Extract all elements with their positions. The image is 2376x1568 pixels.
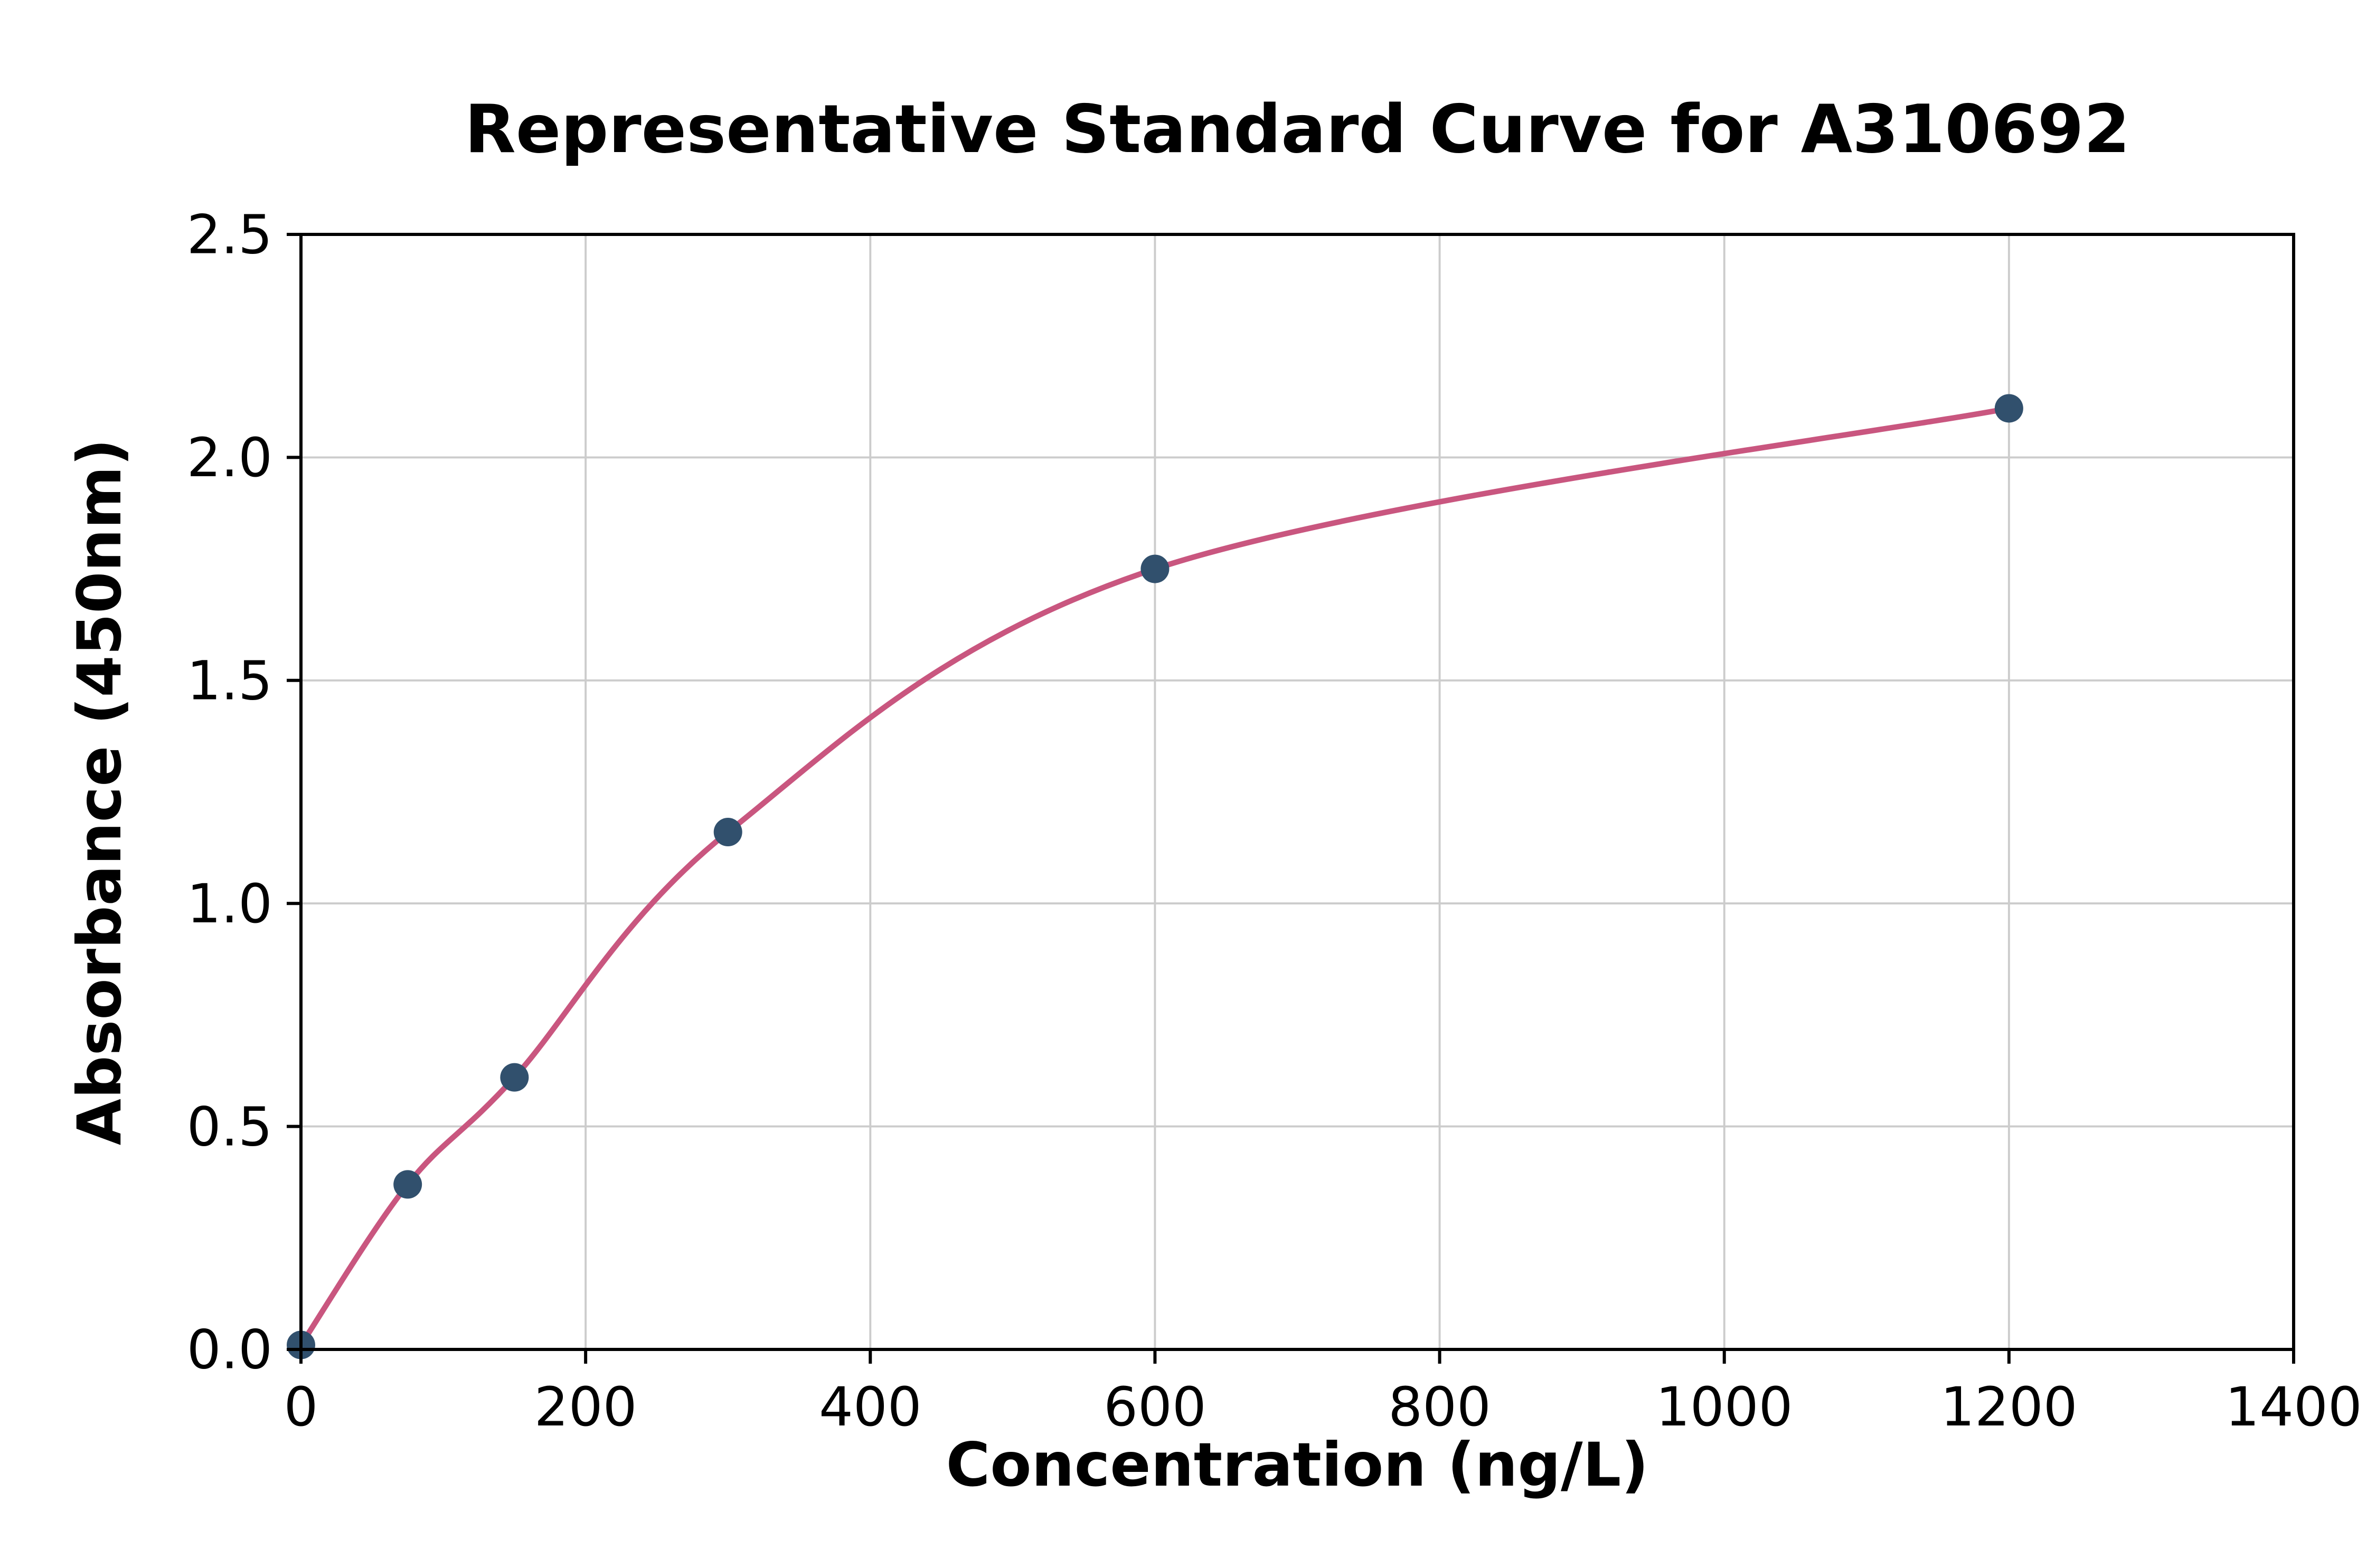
x-tick-label: 1400	[2225, 1376, 2362, 1439]
data-point	[1140, 554, 1170, 583]
y-tick-label: 2.0	[187, 427, 272, 489]
x-tick-label: 400	[819, 1376, 922, 1439]
y-tick-label: 1.0	[187, 873, 272, 936]
y-axis-label: Absorbance (450nm)	[64, 439, 135, 1146]
tick-layer: 0 200 400 600 800 1000 1200 1400 0.0 0.5 1.0 1.5 2.0…	[187, 204, 2362, 1439]
plot-layer	[287, 394, 2023, 1359]
data-point	[1994, 394, 2023, 423]
grid	[300, 233, 2295, 1350]
x-tick-label: 800	[1388, 1376, 1491, 1439]
x-tick-label: 0	[284, 1376, 318, 1439]
y-tick-label: 2.5	[187, 204, 272, 267]
x-axis-label: Concentration (ng/L)	[946, 1430, 1649, 1500]
y-tick-label: 1.5	[187, 650, 272, 713]
x-tick-label: 600	[1104, 1376, 1206, 1439]
x-tick-label: 1200	[1940, 1376, 2078, 1439]
y-tick-label: 0.0	[187, 1319, 272, 1382]
data-point	[393, 1170, 422, 1199]
x-tick-label: 1000	[1656, 1376, 1793, 1439]
y-tick-label: 0.5	[187, 1095, 272, 1158]
plot-border	[299, 233, 2295, 1351]
chart-title: Representative Standard Curve for A31069…	[465, 90, 2130, 168]
data-point	[713, 818, 742, 847]
data-point	[500, 1063, 529, 1092]
x-tick-label: 200	[534, 1376, 637, 1439]
